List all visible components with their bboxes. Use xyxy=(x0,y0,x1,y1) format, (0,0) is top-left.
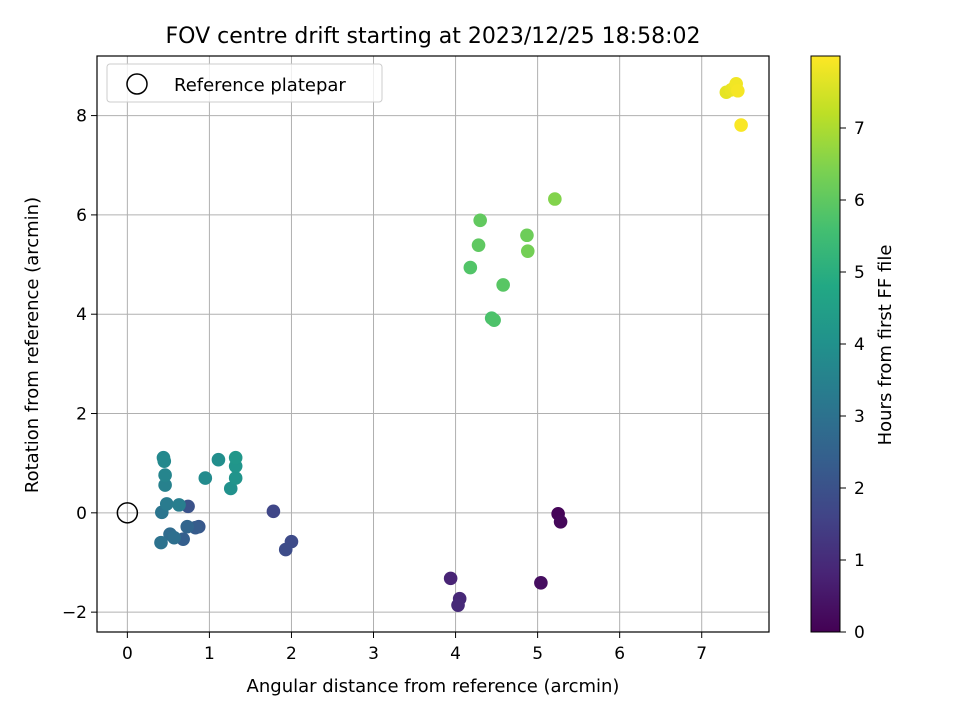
data-points xyxy=(116,77,748,612)
y-tick-label: 2 xyxy=(76,405,87,425)
data-point xyxy=(198,471,213,485)
data-point xyxy=(487,313,501,327)
data-point xyxy=(463,260,478,275)
x-tick-label: 4 xyxy=(450,644,461,664)
grid-lines xyxy=(97,56,769,632)
x-tick-label: 5 xyxy=(532,644,543,664)
data-point xyxy=(228,471,243,485)
data-point xyxy=(534,576,548,590)
data-point xyxy=(228,450,243,465)
legend-box xyxy=(106,63,383,103)
colorbar-tick-label: 7 xyxy=(854,119,865,139)
data-point xyxy=(154,535,168,550)
data-point xyxy=(266,504,281,519)
data-point xyxy=(159,497,174,511)
data-point xyxy=(734,118,748,132)
data-point xyxy=(473,213,487,228)
legend: Reference platepar xyxy=(106,63,383,103)
colorbar: 0 1 2 3 4 5 6 7 Hours from first FF file xyxy=(810,55,896,643)
colorbar-tick-label: 6 xyxy=(854,191,865,211)
data-point xyxy=(167,530,181,545)
colorbar-tick-label: 1 xyxy=(854,551,865,571)
data-point xyxy=(496,278,510,292)
colorbar-ticks: 0 1 2 3 4 5 6 7 xyxy=(840,119,865,643)
colorbar-gradient xyxy=(810,55,841,633)
data-point xyxy=(451,598,465,612)
y-tick-label: 0 xyxy=(76,504,87,524)
colorbar-tick-label: 2 xyxy=(854,479,865,499)
x-tick-label: 2 xyxy=(286,644,297,664)
x-tick-label: 7 xyxy=(696,644,707,664)
legend-reference-marker xyxy=(126,73,148,95)
data-point xyxy=(157,454,172,468)
data-point xyxy=(211,452,226,467)
colorbar-tick-label: 3 xyxy=(854,407,865,427)
x-axis-label: Angular distance from reference (arcmin) xyxy=(247,676,620,697)
x-tick-label: 3 xyxy=(368,644,379,664)
legend-reference-label: Reference platepar xyxy=(174,75,346,96)
data-point xyxy=(158,478,172,492)
colorbar-tick-label: 4 xyxy=(854,335,865,355)
data-point xyxy=(553,514,568,529)
colorbar-tick-label: 5 xyxy=(854,263,865,283)
chart-title: FOV centre drift starting at 2023/12/25 … xyxy=(166,24,701,49)
data-point xyxy=(471,238,486,252)
x-tick-label: 1 xyxy=(204,644,215,664)
data-point xyxy=(731,83,745,98)
plot-axes: 0 1 2 3 4 5 6 7 −2 0 2 4 6 8 xyxy=(62,55,770,664)
data-point xyxy=(180,519,195,534)
data-point xyxy=(548,192,562,206)
x-tick-label: 0 xyxy=(122,644,133,664)
y-axis-label: Rotation from reference (arcmin) xyxy=(22,197,43,493)
data-point xyxy=(520,228,534,243)
data-point xyxy=(278,542,293,557)
y-tick-label: −2 xyxy=(62,603,87,623)
plot-frame xyxy=(96,55,770,633)
reference-platepar-marker xyxy=(116,502,139,524)
colorbar-tick-label: 0 xyxy=(854,623,865,643)
colorbar-label: Hours from first FF file xyxy=(875,245,896,446)
y-tick-label: 8 xyxy=(76,107,87,127)
data-point xyxy=(443,571,458,586)
data-point xyxy=(223,481,238,496)
x-tick-label: 6 xyxy=(614,644,625,664)
y-tick-label: 6 xyxy=(76,206,87,226)
y-tick-label: 4 xyxy=(76,305,87,325)
data-point xyxy=(172,498,186,512)
data-point xyxy=(520,244,535,258)
data-point xyxy=(158,468,172,482)
